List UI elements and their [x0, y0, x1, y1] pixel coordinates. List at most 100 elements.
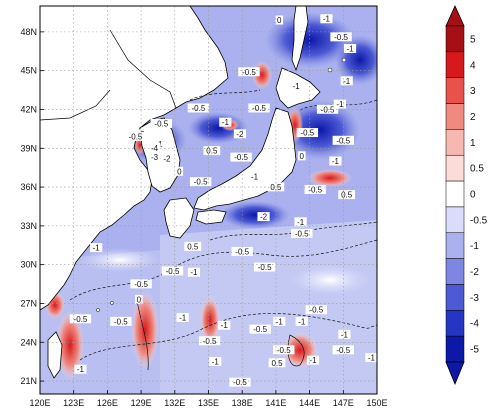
contour-label-bg — [160, 153, 174, 163]
contour-label: -0.5 — [277, 346, 291, 355]
contour-label-bg — [297, 151, 306, 161]
colorbar-segment — [445, 206, 465, 234]
contour-label-bg — [203, 146, 221, 156]
lat-tick-label: 21N — [20, 376, 37, 386]
lat-tick-label: 27N — [20, 298, 37, 308]
colorbar-label: 3 — [470, 86, 476, 97]
contour-line — [136, 299, 149, 371]
contour-label-bg — [230, 152, 252, 162]
country-border — [40, 89, 111, 121]
contour-label: -2 — [260, 213, 268, 222]
land-kyushu — [163, 197, 195, 239]
contour-label-bg — [69, 314, 92, 324]
contour-label-bg — [184, 241, 202, 251]
contour-label: -1 — [323, 15, 331, 24]
contour-line — [189, 89, 261, 101]
land-island — [327, 67, 333, 73]
contour-label-bg — [124, 131, 147, 141]
colorbar-label: 0 — [470, 190, 476, 201]
contour-label: -0.5 — [129, 132, 143, 141]
contour-label: -0.5 — [308, 185, 322, 194]
contour-label: -1 — [212, 357, 220, 366]
lon-tick-label: 144E — [299, 398, 320, 408]
contour-label-bg — [90, 243, 103, 253]
contour-label-bg — [187, 267, 200, 277]
land-island — [110, 301, 114, 305]
contour-label-bg — [273, 316, 286, 326]
contour-label-bg — [176, 312, 189, 322]
contour-label: -1 — [309, 356, 317, 365]
lon-tick-label: 132E — [164, 398, 185, 408]
lon-tick-label: 150E — [366, 398, 387, 408]
contour-label: 0.5 — [187, 242, 199, 251]
colorbar-segment — [445, 103, 465, 130]
contour-label-bg — [365, 353, 377, 363]
contour-label: 0 — [137, 295, 142, 304]
lon-tick-label: 138E — [232, 398, 253, 408]
lat-tick-label: 39N — [20, 143, 37, 153]
contour-label-bg — [305, 305, 328, 315]
lat-tick-label: 24N — [20, 337, 37, 347]
contour-label: -0.5 — [253, 325, 267, 334]
colorbar-label: 5 — [470, 34, 476, 45]
colorbar-label: -4 — [470, 319, 479, 330]
contour-label: -1 — [297, 218, 305, 227]
contour-label: -1 — [368, 354, 376, 363]
colorbar-label: 1 — [470, 138, 476, 149]
colorbar-label: 0.5 — [470, 164, 484, 175]
contour-label-bg — [175, 166, 184, 176]
contour-label-bg — [110, 316, 132, 326]
contour-label: -0.5 — [166, 267, 180, 276]
anomaly-positive-patch — [200, 296, 220, 344]
land-island — [341, 57, 347, 63]
land-island — [96, 308, 100, 312]
anomaly-positive-patch — [131, 290, 159, 370]
colorbar: 5 4 3 2 1 0.5 0 -0.5 -1 -2 -3 -4 -5 — [445, 5, 488, 386]
contour-label-bg — [238, 67, 260, 77]
anomaly-positive-patch — [56, 310, 84, 380]
lon-tick-label: 141E — [265, 398, 286, 408]
contour-label-bg — [135, 294, 143, 304]
contour-label-bg — [268, 358, 286, 368]
contour-label: -0.5 — [258, 263, 272, 272]
contour-label: -1 — [293, 82, 301, 91]
lat-tick-label: 30N — [20, 260, 37, 270]
country-border — [109, 29, 177, 109]
contour-label-bg — [304, 184, 326, 194]
contour-label: -1 — [298, 317, 306, 326]
contour-label-bg — [273, 345, 295, 355]
land-shikoku — [195, 209, 227, 225]
anomaly-light-region — [160, 220, 377, 394]
lat-tick-label: 45N — [20, 66, 37, 76]
contour-label-bg — [329, 156, 342, 166]
latitude-ticks: 48N 45N 42N 39N 36N 33N 30N 27N 24N 21N — [20, 27, 44, 386]
contour-label-bg — [248, 103, 270, 113]
contour-label: -0.5 — [242, 68, 256, 77]
lon-tick-label: 126E — [97, 398, 118, 408]
contour-label-bg — [130, 279, 152, 289]
contour-label: -0.5 — [203, 337, 217, 346]
land-sakhalin — [291, 6, 309, 72]
contour-label: -0.5 — [334, 33, 348, 42]
lon-tick-label: 147E — [333, 398, 354, 408]
contour-label: -2 — [163, 154, 171, 163]
contour-label-bg — [253, 262, 276, 272]
colorbar-segment — [445, 154, 465, 182]
colorbar-segment — [445, 310, 465, 337]
contour-label: -2 — [236, 130, 244, 139]
contour-label: -0.5 — [74, 315, 88, 324]
colorbar-label: -1 — [470, 241, 479, 252]
contour-label-bg — [320, 14, 333, 24]
colorbar-segment — [445, 258, 465, 285]
contour-label: -1 — [77, 365, 85, 374]
contour-label-bg — [231, 247, 253, 257]
contour-label: -0.5 — [191, 104, 205, 113]
colorbar-label: -5 — [470, 345, 479, 356]
contour-label: -1 — [93, 244, 101, 253]
lon-tick-label: 123E — [63, 398, 84, 408]
contour-label-bg — [219, 117, 232, 127]
colorbar-segment — [445, 129, 465, 156]
contour-label-bg — [249, 324, 271, 334]
contour-label: -1 — [346, 44, 354, 53]
lat-tick-label: 48N — [20, 27, 37, 37]
